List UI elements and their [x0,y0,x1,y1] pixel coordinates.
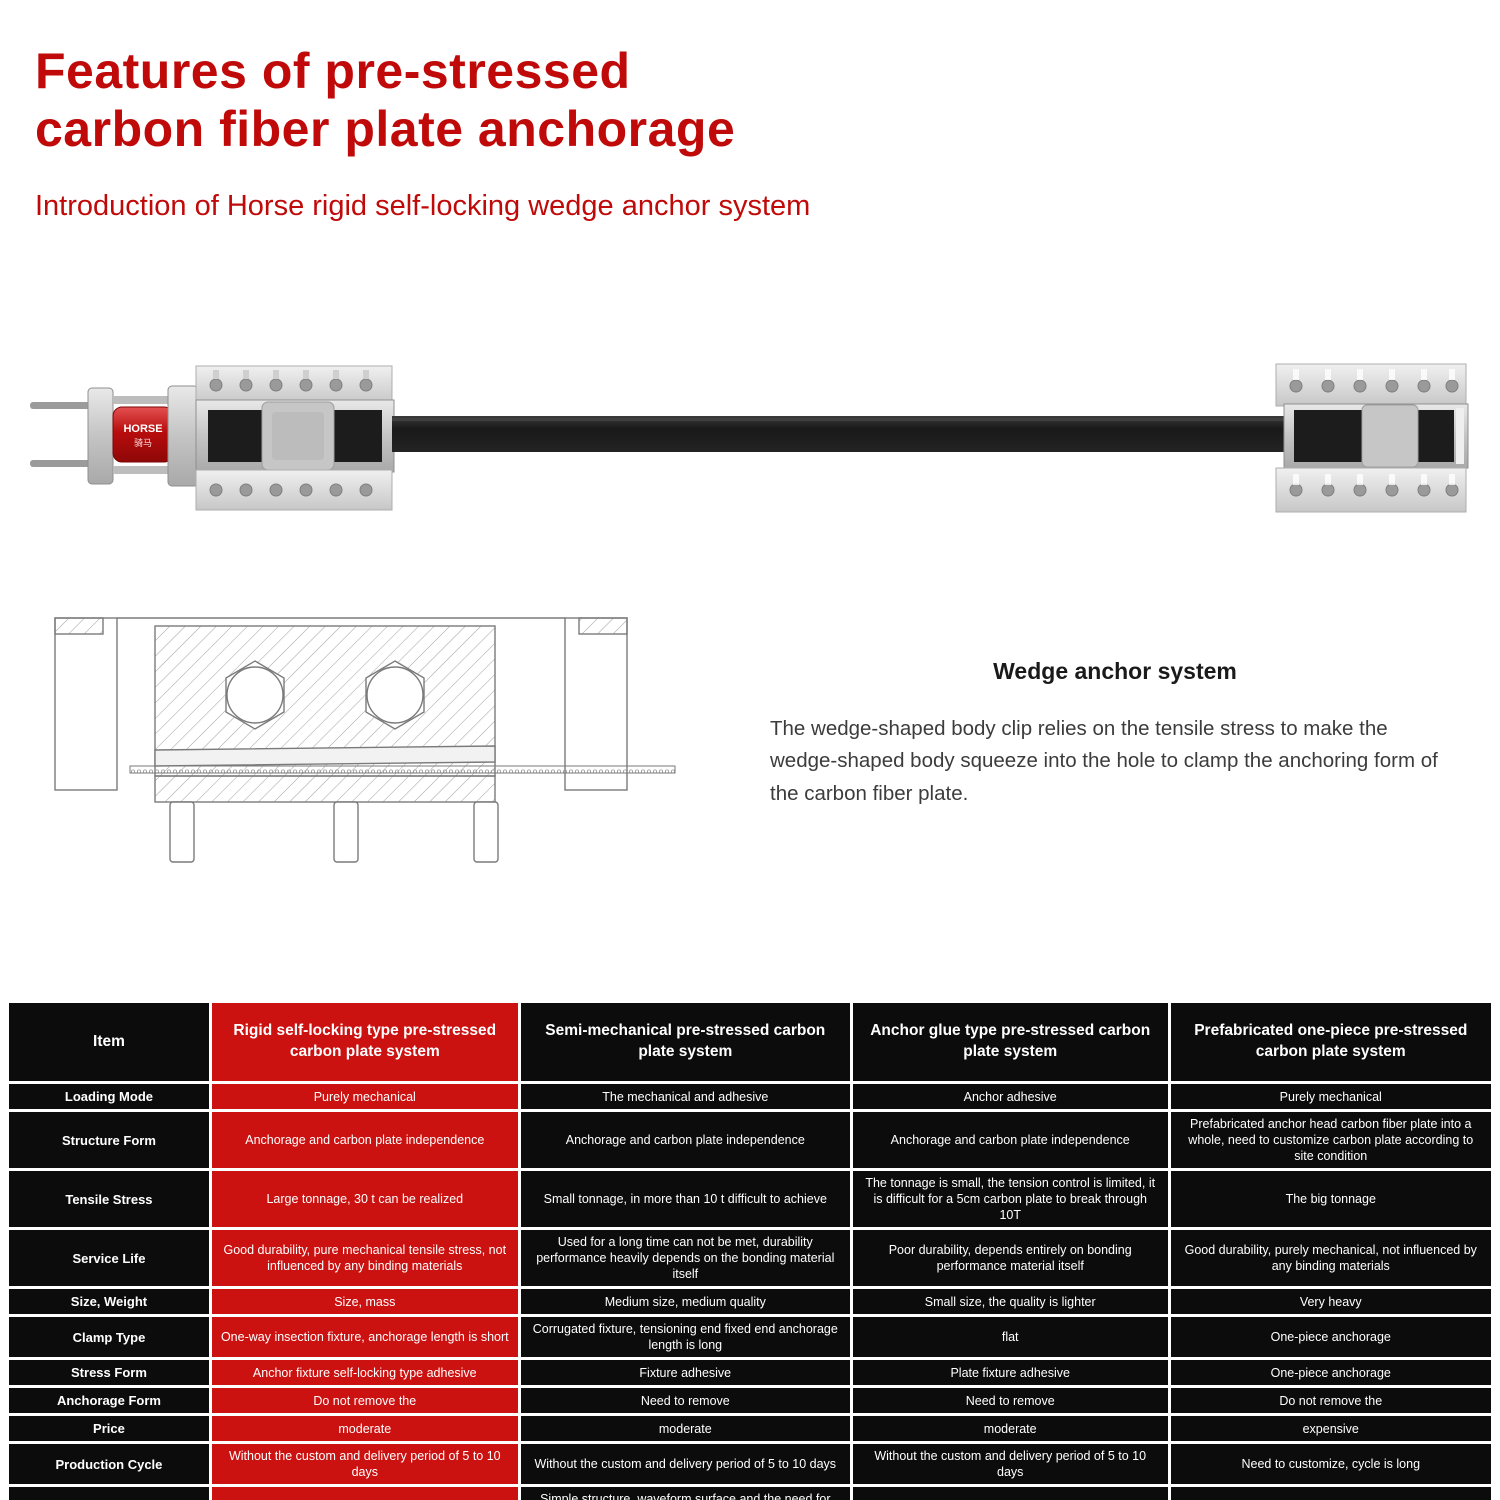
comparison-table-head: Item Rigid self-locking type pre-stressed… [9,1003,1491,1081]
table-cell: flat [852,1317,1168,1357]
table-cell: Without the custom and delivery period o… [852,1444,1168,1484]
table-cell: Anchorage and carbon plate independence [520,1112,850,1168]
table-cell: moderate [852,1416,1168,1441]
table-cell: Size, mass [211,1289,518,1314]
row-label: Construction Technology [9,1487,209,1500]
table-row: Anchorage Form Do not remove the Need to r… [9,1388,1491,1413]
table-cell: Very heavy [1170,1289,1491,1314]
table-cell: Anchorage and carbon plate independence [852,1112,1168,1168]
row-label: Structure Form [9,1112,209,1168]
table-cell: Purely mechanical [1170,1084,1491,1109]
table-row: Production Cycle Without the custom and d… [9,1444,1491,1484]
comparison-table: Item Rigid self-locking type pre-stressed… [6,1000,1494,1500]
table-row: Price moderate moderate moderate expensive [9,1416,1491,1441]
wedge-anchor-description: The wedge-shaped body clip relies on the… [770,717,1438,805]
table-cell: Used for a long time can not be met, dur… [520,1230,850,1286]
table-cell: Simple structure, waveform surface and t… [520,1487,850,1500]
left-anchorage [195,365,395,511]
table-row: Size, Weight Size, mass Medium size, mediu… [9,1289,1491,1314]
row-label: Clamp Type [9,1317,209,1357]
table-cell: Prefabricated anchor head carbon fiber p… [1170,1112,1491,1168]
right-anchorage [1275,363,1469,513]
table-cell: Do not remove the [1170,1388,1491,1413]
table-row: Clamp Type One-way insection fixture, anc… [9,1317,1491,1357]
table-cell: Need to remove [520,1388,850,1413]
row-label: Tensile Stress [9,1171,209,1227]
table-cell: Anchorage and carbon plate independence [211,1112,518,1168]
page-title: Features of pre-stressed carbon fiber pl… [35,43,736,157]
page-subtitle: Introduction of Horse rigid self-locking… [35,190,811,222]
table-cell: Without the custom and delivery period o… [211,1444,518,1484]
system-column-header: Prefabricated one-piece pre-stressed car… [1170,1003,1491,1081]
table-cell: One-way insection fixture, anchorage len… [211,1317,518,1357]
table-cell: Medium size, medium quality [520,1289,850,1314]
table-cell: Plate fixture adhesive [852,1360,1168,1385]
table-cell: moderate [211,1416,518,1441]
row-label: Size, Weight [9,1289,209,1314]
row-label: Production Cycle [9,1444,209,1484]
anchor-product-photo: HORSE 骑马 [30,363,1469,513]
table-cell: Small size, the quality is lighter [852,1289,1168,1314]
table-row: Loading Mode Purely mechanical The mechani… [9,1084,1491,1109]
table-cell: expensive [1170,1416,1491,1441]
brand-sublabel: 骑马 [134,437,152,448]
table-cell: moderate [520,1416,850,1441]
table-cell: Small tonnage, in more than 10 t difficu… [520,1171,850,1227]
table-row: Construction TechnologySimple structure,… [9,1487,1491,1500]
table-cell: Anchor fixture self-locking type adhesiv… [211,1360,518,1385]
row-label: Stress Form [9,1360,209,1385]
table-cell: Poor durability, depends entirely on bon… [852,1230,1168,1286]
table-cell: Good durability, purely mechanical, not … [1170,1230,1491,1286]
table-cell: Need to customize, cycle is long [1170,1444,1491,1484]
item-column-header: Item [9,1003,209,1081]
wedge-anchor-section: Wedge anchor system The wedge-shaped bod… [770,658,1460,810]
row-label: Loading Mode [9,1084,209,1109]
comparison-table-body: Loading Mode Purely mechanical The mechani… [9,1084,1491,1500]
table-cell: Fixture adhesive [520,1360,850,1385]
table-cell: The tonnage is small, the tension contro… [852,1171,1168,1227]
wedge-anchor-heading: Wedge anchor system [993,658,1237,684]
table-cell: Anchor adhesive [852,1084,1168,1109]
system-column-header: Rigid self-locking type pre-stressed car… [211,1003,518,1081]
table-cell: The mechanical and adhesive [520,1084,850,1109]
row-label: Service Life [9,1230,209,1286]
table-cell: Corrugated fixture, tensioning end fixed… [520,1317,850,1357]
table-cell: Need to remove [852,1388,1168,1413]
table-cell: Purely mechanical [211,1084,518,1109]
row-label: Price [9,1416,209,1441]
carbon-fiber-plate [392,416,1285,452]
table-cell: Do not remove the [211,1388,518,1413]
brand-label: HORSE [123,423,162,435]
tension-jack: HORSE 骑马 [87,385,199,487]
system-column-header: Semi-mechanical pre-stressed carbon plat… [520,1003,850,1081]
table-row: Service Life Good durability, pure mechan… [9,1230,1491,1286]
table-cell: Complex structure, complex installation [1170,1487,1491,1500]
row-label: Anchorage Form [9,1388,209,1413]
system-column-header: Anchor glue type pre-stressed carbon pla… [852,1003,1168,1081]
table-cell: Simple structure, easy to install [852,1487,1168,1500]
table-row: Tensile Stress Large tonnage, 30 t can be… [9,1171,1491,1227]
table-row: Stress Form Anchor fixture self-locking t… [9,1360,1491,1385]
table-cell: Without the custom and delivery period o… [520,1444,850,1484]
table-cell: Large tonnage, 30 t can be realized [211,1171,518,1227]
anchor-cross-section-drawing [54,617,676,863]
table-cell: Good durability, pure mechanical tensile… [211,1230,518,1286]
table-row: Structure Form Anchorage and carbon plate… [9,1112,1491,1168]
table-cell: One-piece anchorage [1170,1317,1491,1357]
table-cell: Simple structure, easy to install [211,1487,518,1500]
table-cell: One-piece anchorage [1170,1360,1491,1385]
table-cell: The big tonnage [1170,1171,1491,1227]
